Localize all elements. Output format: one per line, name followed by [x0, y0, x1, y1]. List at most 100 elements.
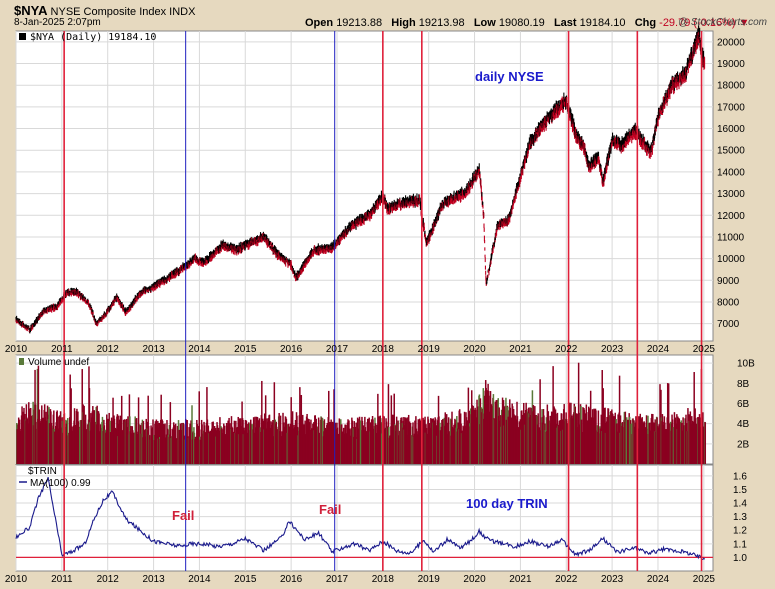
x-tick-label-lower: 2010	[5, 574, 28, 585]
volume-bar	[602, 388, 604, 464]
volume-bar	[120, 395, 123, 464]
open-label: Open	[305, 17, 334, 29]
x-tick-label-upper: 2017	[326, 344, 349, 355]
volume-tick-label: 4B	[737, 419, 750, 430]
volume-bar	[36, 368, 39, 464]
trin-tick-label: 1.1	[733, 539, 747, 550]
x-tick-label-lower: 2019	[418, 574, 441, 585]
chg-label: Chg	[634, 17, 657, 29]
volume-bar	[552, 366, 554, 464]
x-tick-label-upper: 2014	[188, 344, 211, 355]
trin-tick-label: 1.0	[733, 553, 747, 564]
last-label: Last	[553, 17, 577, 29]
low-value: 19080.19	[498, 17, 545, 29]
price-tick-label: 10000	[717, 254, 745, 265]
volume-bar	[191, 405, 193, 464]
high-label: High	[391, 17, 416, 29]
open-value: 19213.88	[336, 17, 383, 29]
x-tick-label-lower: 2014	[188, 574, 211, 585]
price-tick-label: 16000	[717, 124, 745, 135]
chg-value: -29.79 (-0.16%)	[659, 17, 736, 29]
symbol: $NYA	[14, 3, 48, 18]
price-tick-label: 20000	[717, 37, 745, 48]
trin-tick-label: 1.4	[733, 499, 747, 510]
volume-bar	[333, 389, 335, 464]
x-tick-label-lower: 2011	[51, 574, 73, 585]
price-panel	[15, 30, 714, 342]
x-tick-label-upper: 2018	[372, 344, 395, 355]
x-tick-label-upper: 2022	[555, 344, 578, 355]
x-tick-label-lower: 2016	[280, 574, 303, 585]
volume-bar	[467, 387, 470, 464]
x-tick-label-lower: 2012	[97, 574, 120, 585]
ohlc-line: Open 19213.88 High 19213.98 Low 19080.19…	[305, 17, 750, 29]
x-tick-label-upper: 2016	[280, 344, 303, 355]
trin-ma-legend: MA(100) 0.99	[30, 478, 91, 489]
x-tick-label-lower: 2022	[555, 574, 578, 585]
volume-legend: Volume undef	[28, 357, 89, 368]
volume-bar	[539, 379, 541, 464]
x-tick-label-lower: 2017	[326, 574, 349, 585]
price-legend-swatch	[19, 33, 26, 40]
price-tick-label: 13000	[717, 189, 745, 200]
volume-tick-label: 2B	[737, 439, 750, 450]
volume-bar	[704, 422, 707, 464]
title-line: $NYA NYSE Composite Index INDX	[14, 3, 195, 18]
trin-tick-label: 1.6	[733, 471, 747, 482]
last-value: 19184.10	[579, 17, 626, 29]
price-tick-label: 17000	[717, 102, 745, 113]
volume-bar	[112, 397, 114, 464]
price-tick-label: 18000	[717, 81, 745, 92]
x-tick-label-upper: 2011	[51, 344, 73, 355]
x-tick-label-lower: 2013	[142, 574, 165, 585]
volume-bar	[667, 383, 670, 464]
volume-bar	[327, 390, 330, 464]
volume-legend-swatch	[19, 358, 24, 365]
volume-tick-label: 10B	[737, 359, 755, 370]
price-tick-label: 8000	[717, 297, 740, 308]
x-tick-label-upper: 2025	[693, 344, 716, 355]
x-tick-label-upper: 2024	[647, 344, 670, 355]
price-annotation: daily NYSE	[475, 69, 544, 84]
x-tick-label-upper: 2023	[601, 344, 624, 355]
high-value: 19213.98	[418, 17, 465, 29]
x-tick-label-upper: 2012	[97, 344, 120, 355]
trin-panel	[15, 464, 714, 572]
price-tick-label: 19000	[717, 59, 745, 70]
trin-tick-label: 1.5	[733, 485, 747, 496]
x-tick-label-lower: 2020	[463, 574, 486, 585]
low-label: Low	[473, 17, 496, 29]
x-tick-label-upper: 2019	[418, 344, 441, 355]
price-tick-label: 14000	[717, 167, 745, 178]
volume-tick-label: 6B	[737, 399, 750, 410]
timestamp: 8-Jan-2025 2:07pm	[14, 17, 101, 28]
trin-annotation: 100 day TRIN	[466, 496, 548, 511]
index-name: NYSE Composite Index	[50, 6, 167, 18]
x-tick-label-lower: 2021	[509, 574, 532, 585]
x-tick-label-upper: 2020	[463, 344, 486, 355]
price-tick-label: 12000	[717, 211, 745, 222]
trin-tick-label: 1.2	[733, 526, 747, 537]
x-tick-label-upper: 2021	[509, 344, 532, 355]
price-tick-label: 15000	[717, 146, 745, 157]
volume-tick-label: 8B	[737, 379, 750, 390]
trin-legend: $TRIN	[28, 466, 57, 477]
volume-bar	[387, 384, 390, 464]
volume-bar	[198, 391, 200, 464]
x-tick-label-lower: 2015	[234, 574, 257, 585]
chg-down-icon: ▼	[738, 17, 750, 29]
price-bars	[15, 25, 706, 334]
volume-bar	[70, 388, 72, 464]
price-tick-label: 9000	[717, 276, 740, 287]
x-tick-label-lower: 2024	[647, 574, 670, 585]
x-tick-label-lower: 2018	[372, 574, 395, 585]
price-tick-label: 11000	[717, 232, 745, 243]
x-tick-label-upper: 2013	[142, 344, 165, 355]
volume-bar	[299, 387, 301, 464]
x-tick-label-lower: 2023	[601, 574, 624, 585]
fail-label: Fail	[319, 502, 341, 517]
fail-label: Fail	[172, 508, 194, 523]
exchange: INDX	[169, 6, 196, 18]
